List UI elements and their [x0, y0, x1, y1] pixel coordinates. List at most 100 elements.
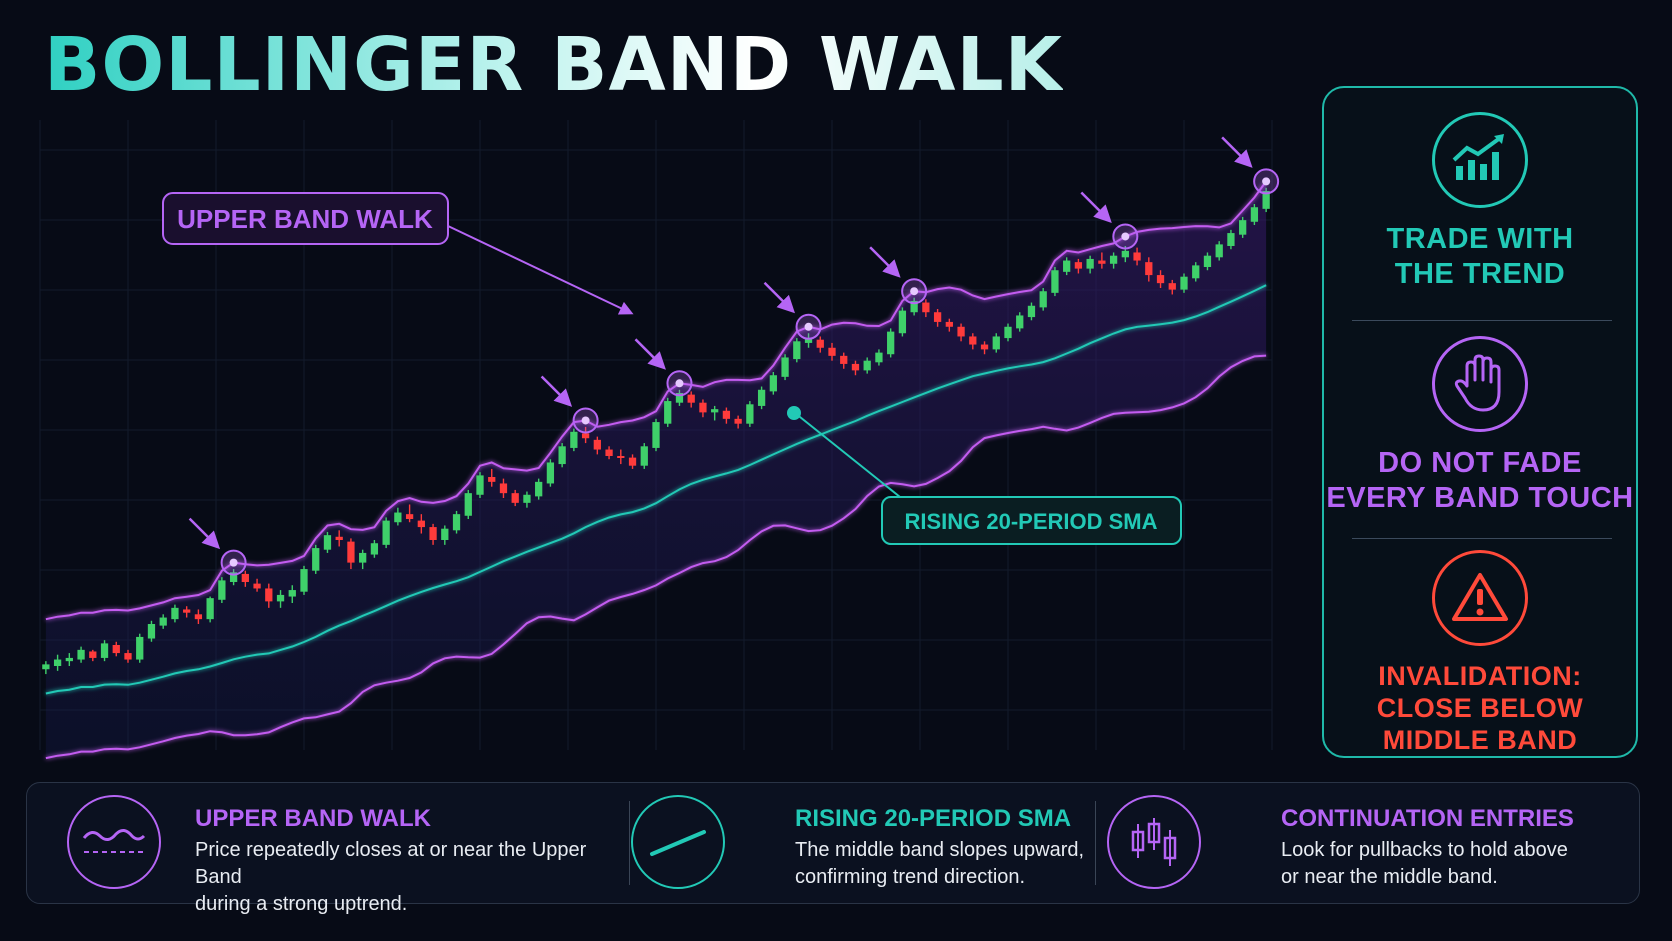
bullish-candle	[1192, 265, 1200, 279]
bullish-candle	[53, 659, 62, 666]
legend-continuation-entries: CONTINUATION ENTRIES Look for pullbacks …	[1097, 783, 1637, 903]
bullish-candle	[523, 494, 531, 503]
bullish-candle	[535, 481, 543, 497]
bearish-candle	[840, 355, 848, 364]
bullish-candle	[1016, 315, 1024, 329]
bullish-candle	[793, 341, 801, 360]
bullish-candle	[359, 552, 367, 563]
bullish-candle	[464, 493, 472, 516]
band-touch-dot	[804, 322, 813, 331]
bullish-candle	[1086, 258, 1094, 269]
bullish-candle	[887, 331, 895, 355]
bullish-candle	[42, 664, 50, 670]
rule-invalidation: INVALIDATION: CLOSE BELOW MIDDLE BAND	[1324, 550, 1636, 756]
bearish-candle	[124, 653, 132, 660]
bearish-candle	[828, 347, 836, 356]
band-touch-dot	[1121, 232, 1130, 241]
legend-desc: The middle band slopes upward, confirmin…	[795, 839, 1085, 888]
bearish-candle	[1133, 252, 1141, 261]
bearish-candle	[969, 336, 977, 345]
legend-title: UPPER BAND WALK	[195, 805, 432, 832]
bearish-candle	[593, 439, 601, 450]
bullish-candle	[910, 300, 918, 313]
bearish-candle	[816, 339, 824, 348]
bearish-candle	[405, 514, 414, 519]
legend-divider	[629, 801, 630, 885]
side-divider	[1352, 538, 1612, 539]
rule-label: DO NOT FADE EVERY BAND TOUCH	[1326, 447, 1634, 514]
upper-band-line	[45, 180, 1267, 621]
band-touch-arrow	[1221, 136, 1253, 168]
bearish-candle	[265, 588, 273, 602]
bearish-candle	[417, 520, 425, 528]
sma-callout-dot	[787, 406, 801, 420]
rule-label: INVALIDATION: CLOSE BELOW MIDDLE BAND	[1376, 661, 1584, 755]
bullish-candle	[664, 401, 672, 424]
bullish-candle	[382, 520, 390, 545]
upper-band-callout-label: UPPER BAND WALK	[177, 204, 433, 234]
bearish-candle	[945, 321, 953, 327]
bullish-candle	[300, 569, 308, 592]
bullish-candle	[1215, 244, 1223, 258]
bearish-candle	[722, 410, 731, 419]
bullish-candle	[452, 514, 461, 531]
bullish-candle	[546, 462, 555, 484]
bearish-candle	[253, 583, 261, 589]
legend-desc: Look for pullbacks to hold above or near…	[1281, 839, 1568, 888]
band-touch-arrow	[188, 517, 221, 550]
bullish-candle	[1203, 255, 1212, 267]
bullish-candle	[711, 409, 719, 413]
bearish-candle	[605, 449, 613, 456]
bullish-candle	[1250, 207, 1259, 222]
rule-label: TRADE WITH THE TREND	[1386, 223, 1574, 290]
bullish-candle	[640, 446, 648, 466]
band-touch-dot	[910, 287, 919, 296]
sma-callout-label: RISING 20-PERIOD SMA	[904, 509, 1157, 534]
band-touch-arrow	[634, 338, 666, 370]
bullish-candle	[1063, 260, 1071, 272]
bullish-candle	[159, 617, 167, 626]
bullish-candle	[312, 548, 320, 571]
bullish-candle	[1004, 326, 1012, 339]
band-touch-arrow	[540, 375, 573, 407]
bullish-candle	[476, 475, 484, 495]
bearish-candle	[499, 483, 508, 494]
band-touch-arrow	[869, 246, 901, 278]
bullish-candle	[863, 360, 871, 371]
legend-panel: UPPER BAND WALK Price repeatedly closes …	[26, 782, 1640, 915]
sma-line	[45, 284, 1267, 695]
bearish-candle	[429, 527, 437, 540]
bullish-candle	[394, 512, 402, 523]
bearish-candle	[922, 302, 930, 313]
bullish-candle	[370, 543, 379, 555]
rule-trade-with-trend: TRADE WITH THE TREND	[1324, 112, 1636, 292]
bullish-candle	[323, 535, 332, 550]
bearish-candle	[687, 394, 695, 403]
bullish-candle	[100, 643, 109, 658]
side-divider	[1352, 320, 1612, 321]
legend-title: CONTINUATION ENTRIES	[1281, 805, 1574, 832]
band-touch-dot	[581, 416, 590, 425]
bullish-candle	[570, 431, 578, 448]
bearish-candle	[89, 651, 97, 658]
bullish-candle	[1227, 233, 1235, 246]
bullish-candle	[992, 336, 1000, 350]
bearish-candle	[241, 573, 249, 582]
bearish-candle	[628, 457, 637, 466]
bearish-candle	[734, 418, 742, 424]
bearish-candle	[617, 456, 625, 458]
band-touch-arrow	[763, 281, 796, 314]
bullish-candle	[147, 624, 156, 639]
bearish-candle	[511, 493, 519, 503]
bullish-candle	[1051, 270, 1059, 293]
bearish-candle	[347, 541, 355, 563]
bullish-candle	[652, 422, 660, 448]
bullish-candle	[875, 352, 883, 363]
bullish-candle	[206, 598, 214, 620]
bullish-candle	[276, 594, 285, 602]
legend-title: RISING 20-PERIOD SMA	[795, 805, 1072, 832]
lower-band-line	[45, 354, 1267, 760]
bullish-candle	[746, 404, 754, 424]
bearish-candle	[1098, 260, 1106, 264]
bearish-candle	[699, 402, 707, 413]
